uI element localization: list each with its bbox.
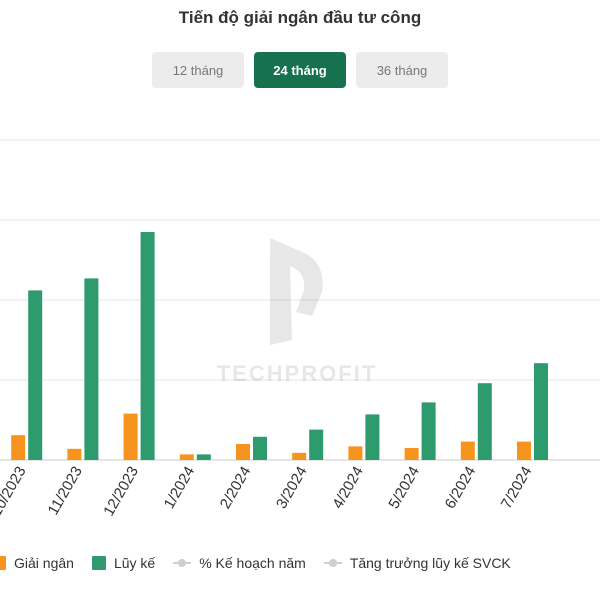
chart-title: Tiến độ giải ngân đầu tư công bbox=[178, 8, 422, 27]
bar-giai-ngan[interactable] bbox=[517, 441, 531, 460]
tab-12-months[interactable]: 12 tháng bbox=[152, 52, 244, 88]
bar-luy-ke[interactable] bbox=[140, 232, 155, 460]
bar-giai-ngan[interactable] bbox=[236, 444, 250, 460]
x-tick-label: 1/2024 bbox=[161, 464, 199, 512]
x-tick-label: 12/2023 bbox=[100, 464, 142, 519]
legend-swatch bbox=[91, 556, 106, 570]
legend-item-tang-truong[interactable]: Tăng trưởng lũy kế SVCK bbox=[323, 555, 511, 571]
legend-label: Giải ngân bbox=[14, 555, 74, 571]
bar-giai-ngan[interactable] bbox=[67, 448, 82, 460]
bars bbox=[11, 232, 548, 460]
legend-label: Lũy kế bbox=[113, 555, 156, 571]
bar-luy-ke[interactable] bbox=[196, 454, 211, 460]
period-tabs: 12 tháng 24 tháng 36 tháng bbox=[0, 52, 600, 88]
bar-luy-ke[interactable] bbox=[365, 414, 380, 460]
legend-item-giai-ngan[interactable]: Giải ngân bbox=[0, 555, 74, 571]
bar-luy-ke[interactable] bbox=[421, 402, 436, 460]
bar-giai-ngan[interactable] bbox=[348, 446, 363, 460]
x-tick-label: 2/2024 bbox=[217, 464, 255, 512]
bar-giai-ngan[interactable] bbox=[460, 441, 475, 460]
bar-luy-ke[interactable] bbox=[84, 278, 99, 460]
watermark-logo-icon bbox=[270, 238, 323, 345]
bar-giai-ngan[interactable] bbox=[292, 452, 307, 460]
bar-giai-ngan[interactable] bbox=[123, 413, 138, 460]
x-tick-label: 10/2023 bbox=[0, 464, 30, 519]
bar-luy-ke[interactable] bbox=[477, 383, 492, 460]
tab-36-months[interactable]: 36 tháng bbox=[356, 52, 448, 88]
x-tick-label: 11/2023 bbox=[45, 464, 86, 518]
legend-line-marker-icon bbox=[173, 556, 192, 570]
bar-giai-ngan[interactable] bbox=[179, 454, 194, 460]
watermark-text: TECHPROFIT bbox=[217, 361, 378, 386]
watermark: TECHPROFIT bbox=[217, 238, 378, 386]
legend-label: Tăng trưởng lũy kế SVCK bbox=[349, 555, 511, 571]
x-tick-label: 6/2024 bbox=[442, 464, 480, 512]
bar-chart: TECHPROFIT 9/202310/202311/202312/20231/… bbox=[0, 139, 600, 519]
x-tick-label: 4/2024 bbox=[329, 464, 367, 512]
bar-giai-ngan[interactable] bbox=[404, 448, 419, 460]
chart-legend: Giải ngân Lũy kế % Kế hoạch năm Tăng trư… bbox=[0, 552, 600, 574]
x-tick-label: 3/2024 bbox=[273, 464, 311, 512]
legend-item-luy-ke[interactable]: Lũy kế bbox=[91, 555, 156, 571]
legend-swatch bbox=[0, 556, 6, 570]
legend-label: % Kế hoạch năm bbox=[199, 555, 306, 571]
x-axis-labels: 9/202310/202311/202312/20231/20242/20243… bbox=[0, 464, 535, 519]
x-tick-label: 5/2024 bbox=[385, 464, 423, 512]
x-tick-label: 7/2024 bbox=[498, 464, 536, 512]
bar-luy-ke[interactable] bbox=[534, 363, 548, 460]
bar-luy-ke[interactable] bbox=[309, 429, 324, 460]
legend-item-ke-hoach-nam[interactable]: % Kế hoạch năm bbox=[173, 555, 306, 571]
bar-luy-ke[interactable] bbox=[253, 436, 267, 460]
tab-24-months[interactable]: 24 tháng bbox=[254, 52, 346, 88]
legend-line-marker-icon bbox=[323, 556, 342, 570]
bar-giai-ngan[interactable] bbox=[11, 435, 26, 460]
bar-luy-ke[interactable] bbox=[28, 290, 43, 460]
